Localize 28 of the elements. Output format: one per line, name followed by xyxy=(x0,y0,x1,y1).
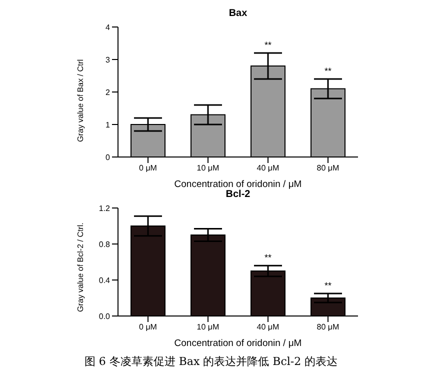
y-tick-label: 0.4 xyxy=(98,276,111,285)
annotation: ** xyxy=(324,66,332,76)
caption: 图 6 冬凌草素促进 Bax 的表达并降低 Bcl-2 的表达 xyxy=(83,354,339,369)
chart-title: Bax xyxy=(228,8,248,19)
x-tick-label: 10 μM xyxy=(196,164,220,173)
y-tick-label: 2 xyxy=(106,88,111,97)
y-axis-title: Gray value of Bax / Ctrl xyxy=(76,59,85,142)
y-tick-label: 0.8 xyxy=(98,240,111,249)
annotation: ** xyxy=(264,252,272,263)
y-axis-title: Gray value of Bcl-2 / Ctrl. xyxy=(76,222,85,312)
y-tick-label: 1.2 xyxy=(98,204,111,213)
x-tick-label: 40 μM xyxy=(256,322,280,332)
x-tick-label: 80 μM xyxy=(316,322,340,332)
y-tick-label: 0 xyxy=(106,152,111,162)
x-tick-label: 40 μM xyxy=(256,164,280,173)
chart-title: Bcl-2 xyxy=(224,189,252,200)
x-axis-title: Concentration of oridonin / μM xyxy=(174,179,302,190)
annotation: ** xyxy=(264,40,272,50)
x-tick-label: 0 μM xyxy=(139,322,158,332)
y-tick-label: 3 xyxy=(106,55,111,64)
x-axis-title: Concentration of oridonin / μM xyxy=(174,338,302,349)
x-tick-label: 10 μM xyxy=(196,322,220,332)
y-tick-label: 4 xyxy=(106,22,111,32)
y-tick-label: 1 xyxy=(106,120,111,130)
y-tick-label: 0.0 xyxy=(98,312,111,321)
x-tick-label: 0 μM xyxy=(139,164,158,173)
x-tick-label: 80 μM xyxy=(316,164,340,173)
annotation: ** xyxy=(324,280,332,290)
